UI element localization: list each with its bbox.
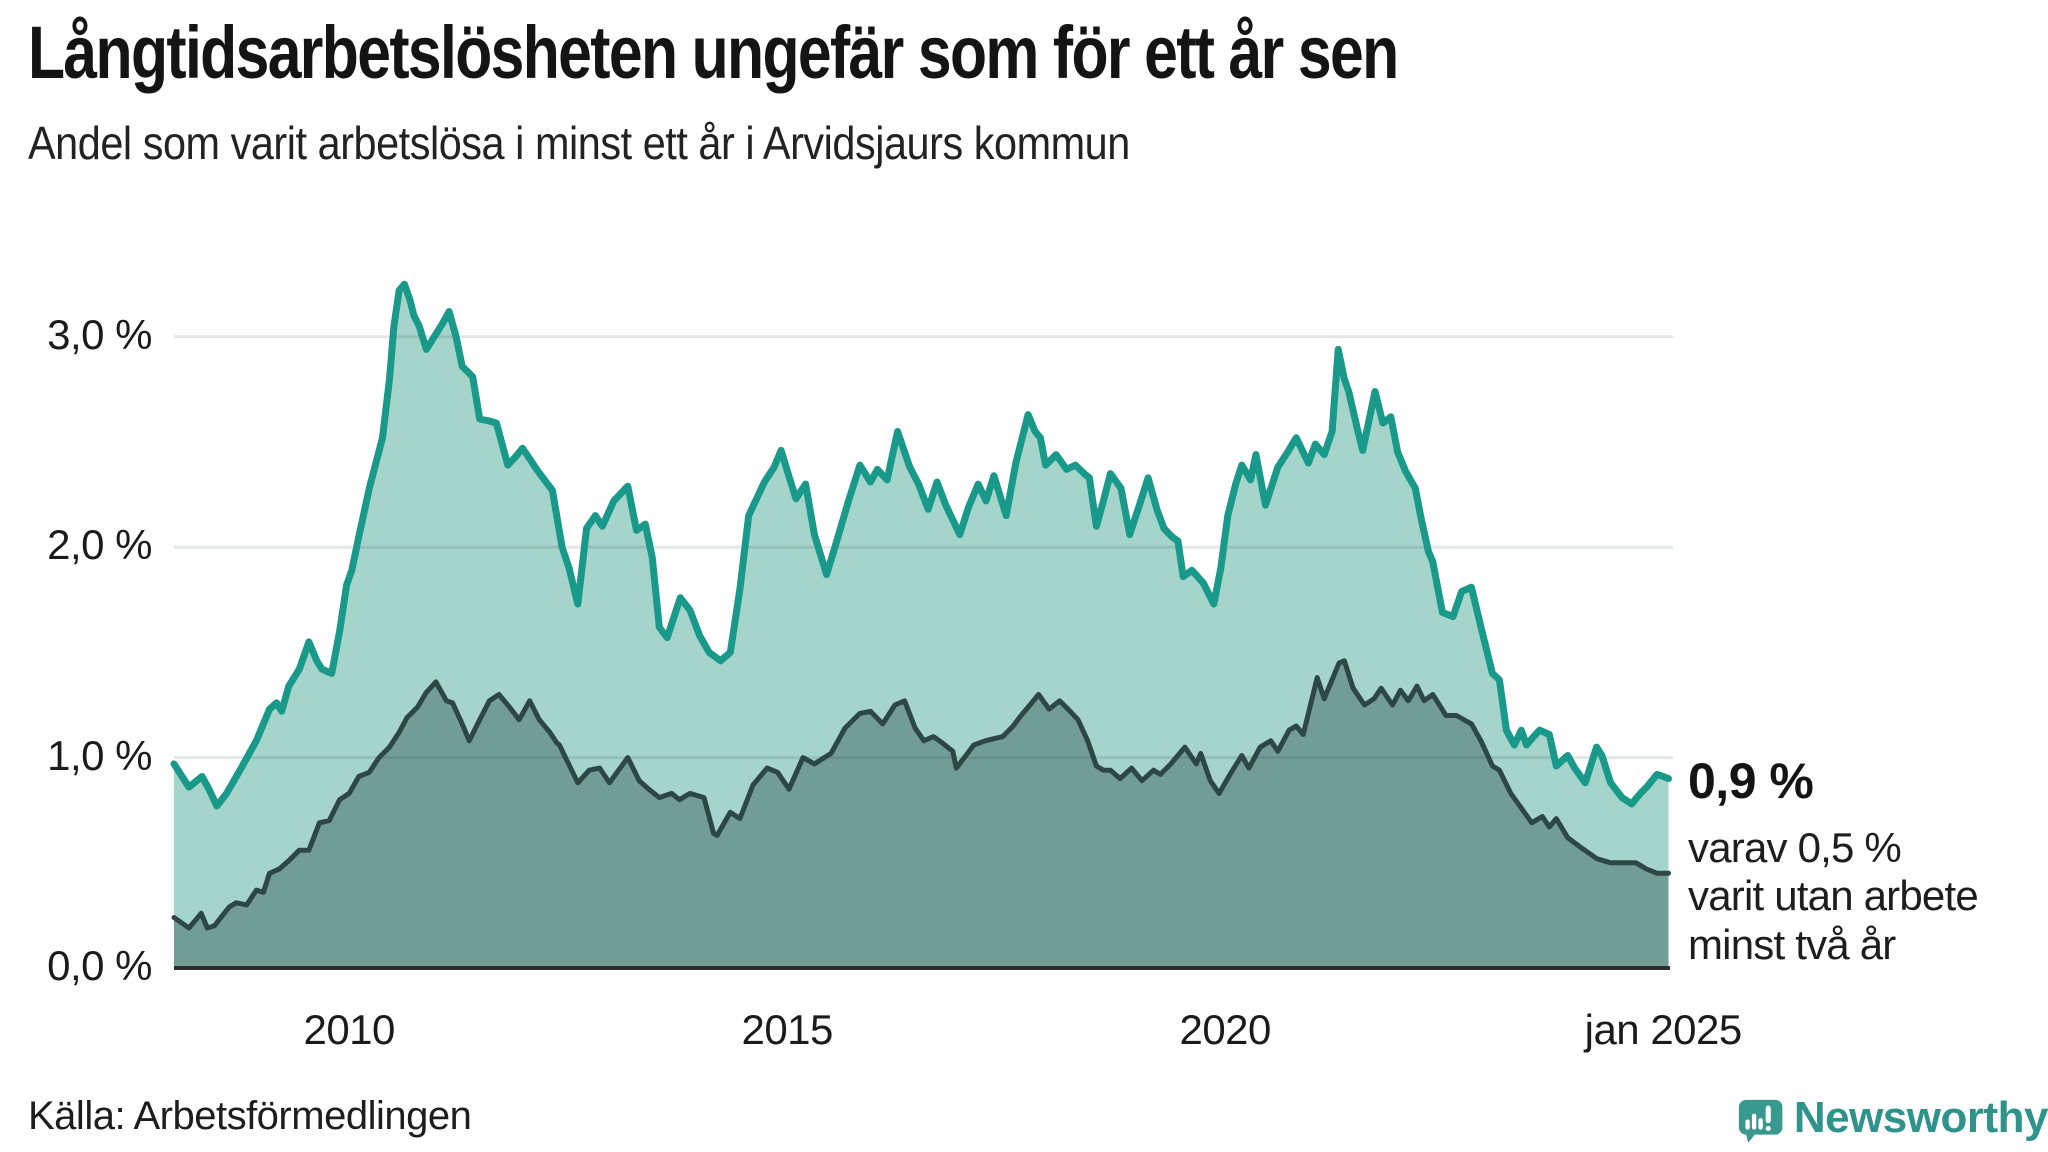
source-note: Källa: Arbetsförmedlingen bbox=[28, 1094, 472, 1138]
newsworthy-brand: Newsworthy bbox=[1736, 1084, 2048, 1152]
detail-line: minst två år bbox=[1688, 920, 1896, 968]
y-axis-label-0: 0,0 % bbox=[47, 942, 152, 989]
detail-line: varit utan arbete bbox=[1688, 872, 1979, 920]
two-year-series-line bbox=[171, 658, 1671, 931]
two-year-series-area bbox=[174, 660, 1669, 968]
y-axis-label-1: 1,0 % bbox=[47, 731, 152, 779]
page-title: Långtidsarbetslösheten ungefär som för e… bbox=[28, 11, 1399, 94]
detail-line: varav 0,5 % bbox=[1688, 824, 1902, 871]
newsworthy-speech-bubble-bar-chart-icon bbox=[1738, 1099, 1783, 1143]
end-value-label: 0,9 % bbox=[1688, 753, 1814, 809]
end-value-detail: varav 0,5 % varit utan arbete minst två … bbox=[1688, 824, 2038, 969]
chart-series-lines bbox=[170, 280, 1672, 931]
chart-area-fills bbox=[174, 284, 1669, 968]
x-axis-label-2025: jan 2025 bbox=[1584, 1006, 1743, 1053]
end-value-annotation: 0,9 % varav 0,5 % varit utan arbete mins… bbox=[1688, 752, 2038, 969]
x-axis-label-2020: 2020 bbox=[1179, 1006, 1271, 1053]
brand-name: Newsworthy bbox=[1793, 1093, 2048, 1142]
y-axis-label-2: 2,0 % bbox=[47, 521, 152, 569]
page-subtitle: Andel som varit arbetslösa i minst ett å… bbox=[28, 117, 1130, 169]
one-year-series-line bbox=[170, 280, 1672, 810]
y-axis-label-3: 3,0 % bbox=[47, 310, 152, 358]
x-axis-label-2015: 2015 bbox=[741, 1006, 833, 1053]
x-axis-label-2010: 2010 bbox=[303, 1006, 395, 1053]
